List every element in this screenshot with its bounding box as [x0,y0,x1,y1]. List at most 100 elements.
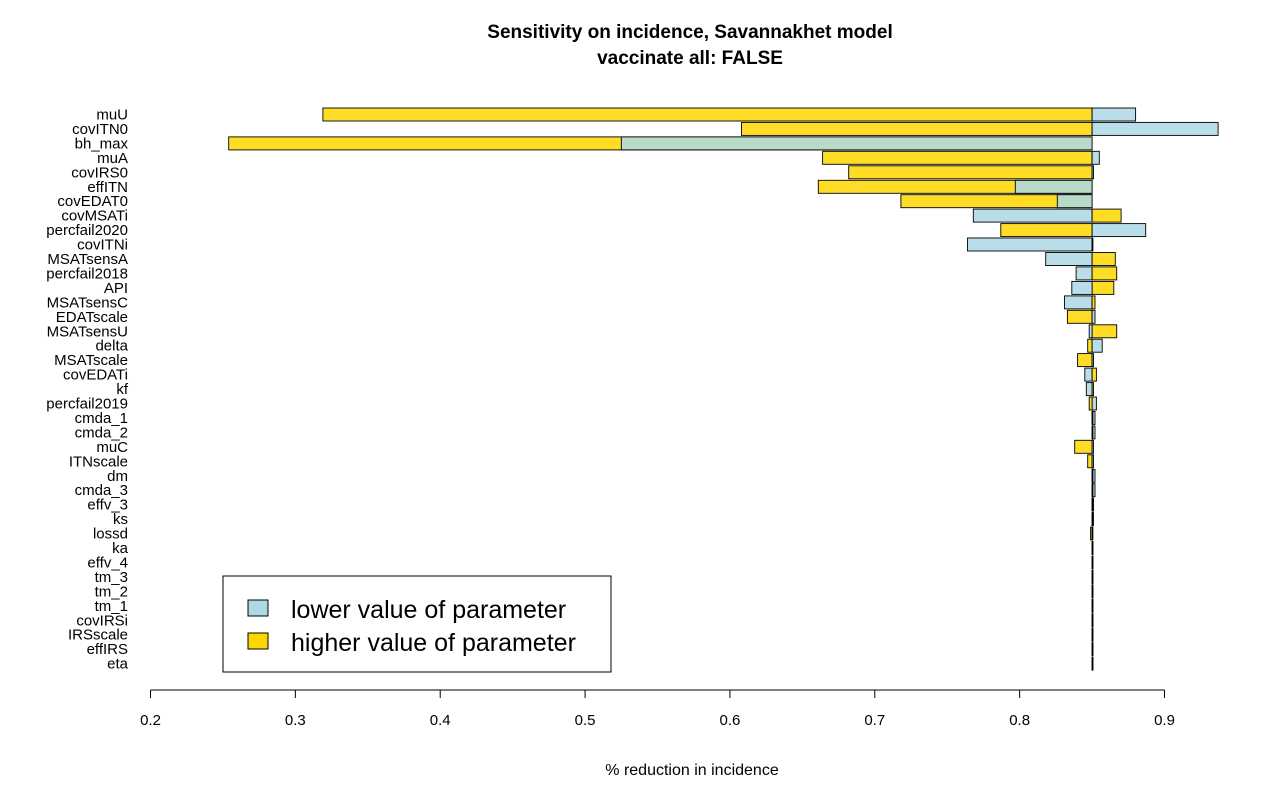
x-axis-label: % reduction in incidence [605,762,779,779]
category-label: covITNi [77,237,128,254]
bar-lower-covMSATi [972,208,1093,223]
bar-higher-tm_3 [1091,569,1094,584]
bar-higher-muC [1074,439,1093,454]
category-label: covMSATi [61,208,128,225]
category-label: effIRS [87,641,128,658]
category-label: kf [116,381,129,398]
bar-lower-muC [1091,439,1094,454]
x-tick-label: 0.3 [285,712,306,729]
category-label: percfail2020 [46,222,128,239]
bar-higher-kf [1091,382,1094,397]
bar-higher-delta [1087,338,1093,353]
legend-swatch-lower [247,599,269,617]
category-label: eta [107,656,129,673]
category-label: percfail2018 [46,265,128,282]
bar-lower-lossd [1091,526,1094,541]
bar-lower-covITNi [967,237,1093,252]
bar-higher-covITN0 [741,121,1093,136]
x-axis: 0.2 0.3 0.4 0.5 0.6 0.7 0.8 0.9 [140,689,1175,729]
bar-lower-MSATsensU [1088,324,1093,339]
legend: lower value of parameter higher value of… [222,575,612,673]
category-label: percfail2019 [46,396,128,413]
bar-higher-percfail2018 [1091,266,1118,281]
category-label: dm [107,468,128,485]
bar-lower-muU [1091,107,1137,122]
category-label: effITN [87,179,128,196]
bar-higher-cmda_2 [1091,425,1094,440]
chart-subtitle: vaccinate all: FALSE [597,48,783,69]
x-tick-label: 0.6 [719,712,740,729]
bar-lower-API [1071,280,1093,295]
bar-lower-delta [1091,338,1103,353]
category-label: covIRSi [76,612,128,629]
category-label: tm_2 [95,583,128,600]
legend-swatch-higher [247,632,269,650]
bar-higher-percfail2020 [1000,223,1093,238]
bar-lower-MSATsensA [1045,252,1093,266]
bar-higher-effIRS [1091,642,1094,657]
bar-lower-percfail2019 [1091,396,1097,411]
bar-lower-effITN [1014,179,1093,194]
bar-lower-muA [1091,150,1100,165]
category-label: API [104,280,128,297]
bar-higher-API [1091,280,1115,295]
category-label: cmda_2 [75,424,128,441]
bar-higher-ka [1091,541,1094,555]
bars-group [228,107,1219,671]
bar-higher-muU [322,107,1093,122]
legend-label-lower: lower value of parameter [291,596,566,624]
bar-higher-covEDATi [1091,367,1097,382]
category-label: lossd [93,526,128,543]
category-label: MSATsensA [47,251,128,268]
category-label: MSATsensU [47,323,128,340]
bar-higher-MSATsensA [1091,252,1116,266]
bar-higher-effv_3 [1091,497,1094,512]
bar-lower-kf [1085,382,1093,397]
category-label: muA [97,150,128,167]
legend-box [222,575,612,673]
bar-lower-MSATscale [1091,353,1094,368]
category-label: effv_4 [87,555,128,572]
x-tick-label: 0.5 [575,712,596,729]
bar-lower-covEDAT0 [1056,194,1093,209]
x-tick-label: 0.2 [140,712,161,729]
bar-higher-muA [822,150,1093,165]
legend-label-higher: higher value of parameter [291,629,576,657]
category-label: covEDATi [63,367,128,384]
bar-lower-covIRS0 [1091,165,1094,180]
category-label: effv_3 [87,497,128,514]
bar-lower-bh_max [620,136,1093,151]
bar-higher-MSATscale [1077,353,1093,368]
bar-higher-percfail2019 [1088,396,1093,411]
bar-lower-EDATscale [1091,309,1096,324]
category-label: MSATsensC [47,294,129,311]
category-label: ITNscale [69,453,128,470]
chart-title: Sensitivity on incidence, Savannakhet mo… [487,22,892,43]
bar-higher-dm [1091,468,1094,483]
bar-higher-covIRSi [1091,613,1094,628]
x-tick-label: 0.7 [864,712,885,729]
bar-higher-MSATsensU [1091,324,1118,339]
category-label: tm_3 [95,569,128,586]
category-label: delta [95,338,128,355]
x-tick-label: 0.9 [1154,712,1175,729]
bar-higher-covMSATi [1091,208,1122,223]
x-tick-label: 0.4 [430,712,451,729]
category-label: ks [113,511,128,528]
bar-lower-covITN0 [1091,121,1219,136]
category-labels: muUcovITN0bh_maxmuAcovIRS0effITNcovEDAT0… [46,107,129,673]
bar-lower-percfail2020 [1091,223,1147,238]
category-label: muC [96,439,128,456]
category-label: muU [96,107,128,124]
category-label: covITN0 [72,121,128,138]
bar-higher-tm_2 [1091,584,1094,599]
bar-higher-MSATsensC [1091,295,1096,310]
bar-higher-IRSscale [1091,627,1094,642]
bar-higher-covIRS0 [848,165,1093,180]
category-label: cmda_1 [75,410,128,427]
category-label: MSATscale [54,352,128,369]
bar-lower-ITNscale [1091,454,1094,469]
bar-higher-effv_4 [1091,555,1094,570]
category-label: cmda_3 [75,482,128,499]
